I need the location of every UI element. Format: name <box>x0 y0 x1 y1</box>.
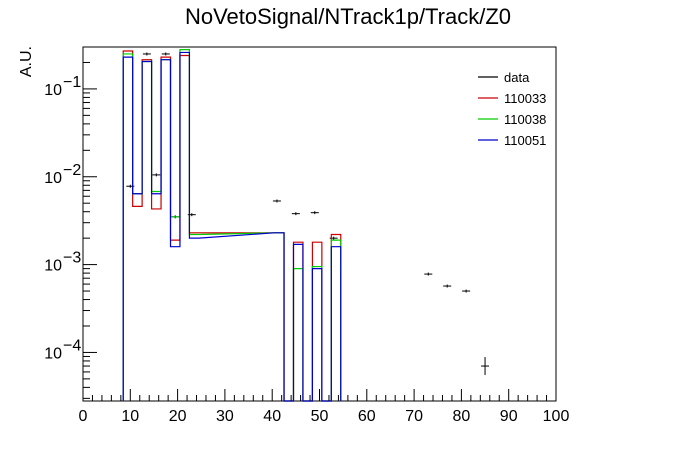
series-line-110038 <box>122 49 342 402</box>
legend-label: 110033 <box>504 91 546 106</box>
x-tick-label: 10 <box>121 408 139 425</box>
legend-label: 110051 <box>504 133 546 148</box>
y-tick-label: 10 −2 <box>44 162 81 187</box>
y-tick-exponent: −1 <box>63 74 81 91</box>
data-point <box>152 173 161 177</box>
legend: data 110033 110038 110051 <box>478 70 546 148</box>
y-axis-label: A.U. <box>18 46 35 77</box>
legend-item-data: data <box>478 70 530 85</box>
y-axis: 10−110−210−310−4 <box>44 61 97 399</box>
y-tick-label: 10 −4 <box>44 337 81 362</box>
x-tick-label: 50 <box>311 408 329 425</box>
x-tick-label: 100 <box>543 408 570 425</box>
data-point <box>462 289 471 293</box>
x-tick-label: 60 <box>358 408 376 425</box>
data-point <box>443 284 452 288</box>
y-tick-base: 10 <box>44 170 62 187</box>
data-point <box>310 211 319 215</box>
chart-title: NoVetoSignal/NTrack1p/Track/Z0 <box>185 4 511 29</box>
plot-frame <box>82 46 557 402</box>
y-tick-label: 10 −3 <box>44 250 81 275</box>
y-tick-label: 10 −1 <box>44 74 81 99</box>
series-layer <box>122 49 490 402</box>
legend-item-110038: 110038 <box>478 112 546 127</box>
x-tick-label: 30 <box>216 408 234 425</box>
data-point <box>424 272 433 276</box>
x-tick-label: 20 <box>169 408 187 425</box>
y-tick-base: 10 <box>44 258 62 275</box>
data-point <box>161 52 170 56</box>
data-point <box>481 357 490 376</box>
x-axis: 0 10 20 30 40 50 60 70 80 90 100 <box>79 389 570 425</box>
data-point <box>291 212 300 216</box>
series-line-110051 <box>122 51 342 402</box>
legend-item-110051: 110051 <box>478 133 546 148</box>
plot-border <box>82 46 557 402</box>
series-points-data <box>126 52 490 376</box>
y-tick-exponent: −2 <box>63 162 81 179</box>
x-tick-label: 90 <box>500 408 518 425</box>
data-point <box>272 199 281 203</box>
legend-item-110033: 110033 <box>478 91 546 106</box>
legend-label: data <box>504 70 530 85</box>
y-tick-exponent: −3 <box>63 250 81 267</box>
legend-label: 110038 <box>504 112 546 127</box>
y-tick-base: 10 <box>44 345 62 362</box>
series-line-110033 <box>122 50 342 402</box>
y-tick-exponent: −4 <box>63 337 81 354</box>
x-tick-label: 70 <box>405 408 423 425</box>
y-tick-base: 10 <box>44 82 62 99</box>
x-tick-label: 80 <box>453 408 471 425</box>
x-tick-label: 0 <box>79 408 88 425</box>
data-point <box>142 52 151 56</box>
x-tick-label: 40 <box>263 408 281 425</box>
